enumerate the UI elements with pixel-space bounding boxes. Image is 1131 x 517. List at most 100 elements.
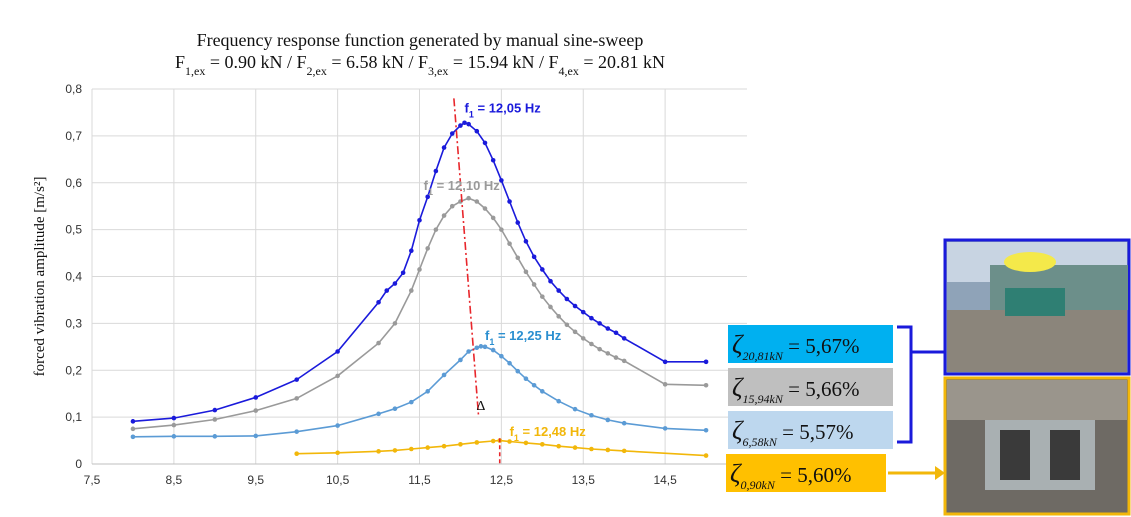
data-point [212, 407, 218, 413]
data-point [580, 336, 586, 341]
data-point [376, 449, 381, 454]
data-point [613, 355, 619, 360]
data-point [490, 347, 496, 353]
data-point [458, 357, 463, 363]
ballast-top [947, 380, 1127, 420]
damping-bracket [897, 325, 918, 444]
data-point [597, 321, 602, 326]
y-tick-label: 0,2 [65, 363, 82, 377]
data-point [662, 426, 668, 431]
data-point [490, 157, 496, 163]
data-point [171, 434, 177, 439]
data-point [515, 255, 521, 261]
data-point [441, 372, 447, 378]
data-point [540, 389, 545, 394]
data-point [523, 440, 529, 446]
damping-label: ζ0,90kN = 5,60% [730, 459, 851, 492]
data-point [499, 227, 504, 232]
chart-subtitle: F1,ex = 0.90 kN / F2,ex = 6.58 kN / F3,e… [175, 52, 665, 78]
x-tick-label: 13,5 [572, 473, 596, 487]
ballast [947, 310, 1127, 372]
damping-box [728, 368, 893, 406]
data-point [409, 288, 414, 293]
data-point [597, 346, 602, 352]
data-point [662, 359, 668, 365]
data-point [482, 206, 488, 211]
y-tick-label: 0 [75, 457, 82, 471]
data-point [605, 326, 611, 331]
data-point [433, 227, 439, 232]
data-point [171, 415, 177, 421]
exciter-right [1050, 430, 1080, 480]
data-point [294, 451, 299, 456]
data-point [384, 288, 390, 293]
data-point [458, 442, 463, 447]
resonance-label: f1 = 12,25 Hz [485, 328, 562, 347]
y-tick-label: 0,3 [65, 316, 82, 330]
y-tick-label: 0,1 [65, 410, 82, 424]
damping-label: ζ20,81kN = 5,67% [732, 330, 859, 363]
series-line-0 [132, 121, 707, 423]
exciter-left [1000, 430, 1030, 480]
y-axis-label: forced vibration amplitude [m/s²] [32, 177, 48, 377]
chart-title: Frequency response function generated by… [197, 30, 644, 50]
data-point [253, 408, 259, 413]
data-point [449, 131, 455, 136]
data-point [572, 445, 578, 450]
axes: forced vibration amplitude [m/s²] [32, 177, 747, 465]
data-point [376, 340, 381, 346]
damping-box [728, 411, 893, 449]
y-tick-label: 0,8 [65, 82, 82, 96]
data-point [589, 412, 594, 418]
data-point [425, 246, 430, 251]
data-point [605, 447, 611, 453]
arrow-head [935, 466, 945, 480]
data-point [376, 299, 381, 305]
x-tick-label: 12,5 [490, 473, 514, 487]
grid: 0 0,1 0,2 0,3 0,4 0,5 0,6 0,7 0,8 7,5 8,5 9,5 10,5 11… [65, 82, 747, 487]
photos [943, 238, 1131, 516]
data-point [417, 267, 422, 272]
data-point [621, 336, 627, 341]
data-point [474, 345, 480, 351]
data-point [409, 248, 414, 254]
data-point [400, 270, 406, 276]
data-point [556, 314, 561, 319]
data-point [433, 168, 439, 174]
data-point [556, 398, 561, 404]
data-point [556, 443, 561, 449]
data-point [703, 427, 709, 433]
data-point [703, 359, 709, 365]
data-point [548, 304, 553, 310]
umbrella [1004, 252, 1056, 272]
data-point [531, 282, 537, 287]
data-point [572, 406, 578, 412]
data-point [499, 353, 504, 359]
x-tick-label: 14,5 [653, 473, 677, 487]
data-point [335, 423, 340, 428]
data-point [425, 194, 430, 200]
data-point [589, 341, 594, 347]
data-point [466, 195, 471, 201]
damping-boxes: ζ20,81kN = 5,67% ζ15,94kN = 5,66% ζ6,58kN … [726, 325, 945, 492]
data-point [417, 217, 422, 223]
data-point [662, 382, 668, 387]
data-point [490, 215, 496, 221]
data-point [294, 377, 299, 382]
data-point [409, 446, 414, 452]
resonance-label: f1 = 12,48 Hz [510, 424, 587, 443]
data-point [621, 420, 627, 426]
series-line-3 [296, 439, 707, 457]
data-point [589, 315, 594, 321]
data-point [605, 351, 611, 356]
data-point [392, 406, 398, 411]
data-point [212, 434, 218, 439]
data-point [335, 450, 340, 456]
y-tick-label: 0,4 [65, 270, 82, 284]
data-point [335, 373, 340, 379]
y-tick-label: 0,6 [65, 176, 82, 190]
data-point [703, 453, 709, 458]
data-point [580, 309, 586, 315]
data-point [392, 448, 398, 453]
data-point [441, 145, 447, 150]
